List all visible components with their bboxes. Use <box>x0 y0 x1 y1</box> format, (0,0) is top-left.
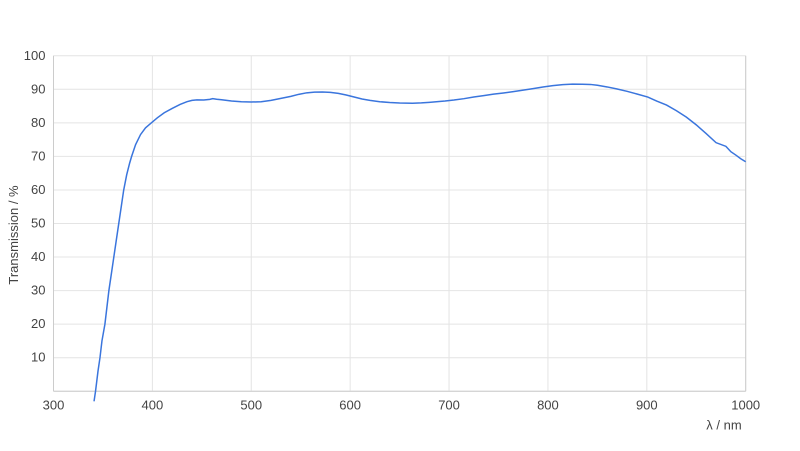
svg-text:10: 10 <box>31 350 45 365</box>
svg-text:800: 800 <box>537 397 559 412</box>
svg-text:50: 50 <box>31 216 45 231</box>
svg-text:400: 400 <box>142 397 164 412</box>
svg-text:600: 600 <box>339 397 361 412</box>
svg-text:500: 500 <box>240 397 262 412</box>
svg-text:40: 40 <box>31 249 45 264</box>
svg-text:80: 80 <box>31 115 45 130</box>
svg-text:700: 700 <box>438 397 460 412</box>
svg-text:1000: 1000 <box>731 397 760 412</box>
svg-text:70: 70 <box>31 148 45 163</box>
svg-text:λ / nm: λ / nm <box>706 417 741 432</box>
svg-text:30: 30 <box>31 283 45 298</box>
svg-text:100: 100 <box>24 48 46 63</box>
svg-text:20: 20 <box>31 316 45 331</box>
svg-text:300: 300 <box>43 397 65 412</box>
svg-text:60: 60 <box>31 182 45 197</box>
svg-text:900: 900 <box>636 397 658 412</box>
svg-text:Transmission / %: Transmission / % <box>6 185 21 285</box>
svg-text:90: 90 <box>31 81 45 96</box>
